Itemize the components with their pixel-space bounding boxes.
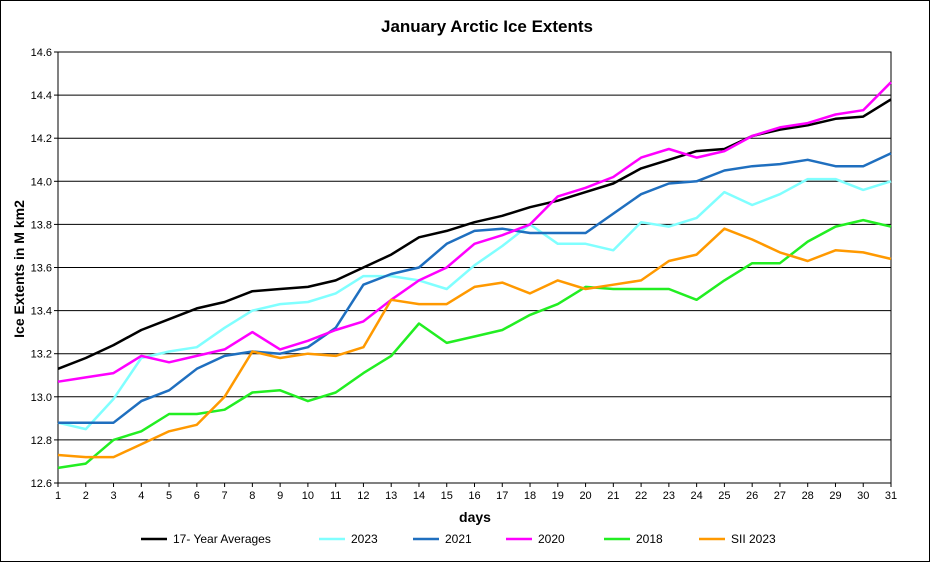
x-tick-label: 15 — [441, 490, 453, 502]
y-tick-label: 12.8 — [31, 435, 52, 447]
series-line-2023 — [57, 177, 892, 431]
series-line-2021 — [58, 152, 892, 424]
series-line-sii-2023 — [57, 227, 892, 459]
x-tick-label: 6 — [194, 490, 200, 502]
y-tick-label: 13.8 — [31, 219, 52, 231]
x-tick-label: 29 — [829, 490, 841, 502]
x-tick-label: 27 — [774, 490, 786, 502]
legend-label: 2020 — [538, 532, 565, 546]
y-tick-label: 13.4 — [31, 306, 52, 318]
y-axis-ticks: 12.6 12.8 13.0 13.2 13.4 13.6 13.8 14.0 14.2 14.4… — [31, 47, 58, 490]
y-tick-label: 13.6 — [31, 263, 52, 275]
legend-label: 2018 — [636, 532, 663, 546]
x-tick-label: 11 — [330, 490, 341, 502]
x-tick-label: 21 — [607, 490, 619, 502]
legend-label: 2023 — [351, 532, 378, 546]
x-tick-label: 20 — [579, 490, 591, 502]
series-lines — [57, 81, 892, 470]
x-tick-label: 4 — [138, 490, 144, 502]
y-axis-title: Ice Extents in M km2 — [11, 200, 27, 338]
x-tick-label: 3 — [110, 490, 116, 502]
x-tick-label: 18 — [524, 490, 536, 502]
x-tick-label: 19 — [552, 490, 564, 502]
y-tick-label: 14.6 — [31, 47, 52, 59]
x-tick-label: 16 — [468, 490, 480, 502]
x-axis-title: days — [459, 509, 491, 525]
x-tick-label: 7 — [222, 490, 228, 502]
chart-title: January Arctic Ice Extents — [381, 17, 593, 36]
y-tick-label: 13.0 — [31, 392, 52, 404]
series-line-2020 — [57, 81, 892, 383]
x-tick-label: 24 — [691, 490, 703, 502]
x-tick-label: 9 — [277, 490, 283, 502]
x-tick-label: 30 — [857, 490, 869, 502]
x-tick-label: 31 — [885, 490, 897, 502]
x-tick-label: 10 — [302, 490, 314, 502]
gridlines — [58, 51, 891, 484]
y-tick-label: 12.6 — [31, 478, 52, 490]
series-line-2018 — [57, 218, 892, 470]
legend: 17- Year Averages 2023 2021 2020 2018 SII 202… — [141, 532, 776, 546]
y-tick-label: 14.2 — [31, 133, 52, 145]
y-tick-label: 14.4 — [31, 90, 52, 102]
x-tick-label: 22 — [635, 490, 647, 502]
x-tick-label: 1 — [55, 490, 61, 502]
x-tick-label: 25 — [718, 490, 730, 502]
series-line-17-year-averages — [57, 98, 892, 370]
x-axis-ticks: 1 2 3 4 5 6 7 8 9 10 11 12 13 14 15 16 17 18 19 20 21 22 23 24 2… — [55, 483, 897, 502]
y-tick-label: 13.2 — [31, 349, 52, 361]
x-tick-label: 8 — [249, 490, 255, 502]
x-tick-label: 14 — [413, 490, 425, 502]
legend-label: SII 2023 — [731, 532, 776, 546]
x-tick-label: 17 — [496, 490, 508, 502]
x-tick-label: 23 — [663, 490, 675, 502]
x-tick-label: 5 — [166, 490, 172, 502]
y-tick-label: 14.0 — [31, 176, 52, 188]
x-tick-label: 12 — [357, 490, 369, 502]
x-tick-label: 2 — [83, 490, 89, 502]
x-tick-label: 13 — [385, 490, 397, 502]
legend-label: 2021 — [445, 532, 472, 546]
x-tick-label: 26 — [746, 490, 758, 502]
x-tick-label: 28 — [802, 490, 814, 502]
legend-label: 17- Year Averages — [173, 532, 271, 546]
